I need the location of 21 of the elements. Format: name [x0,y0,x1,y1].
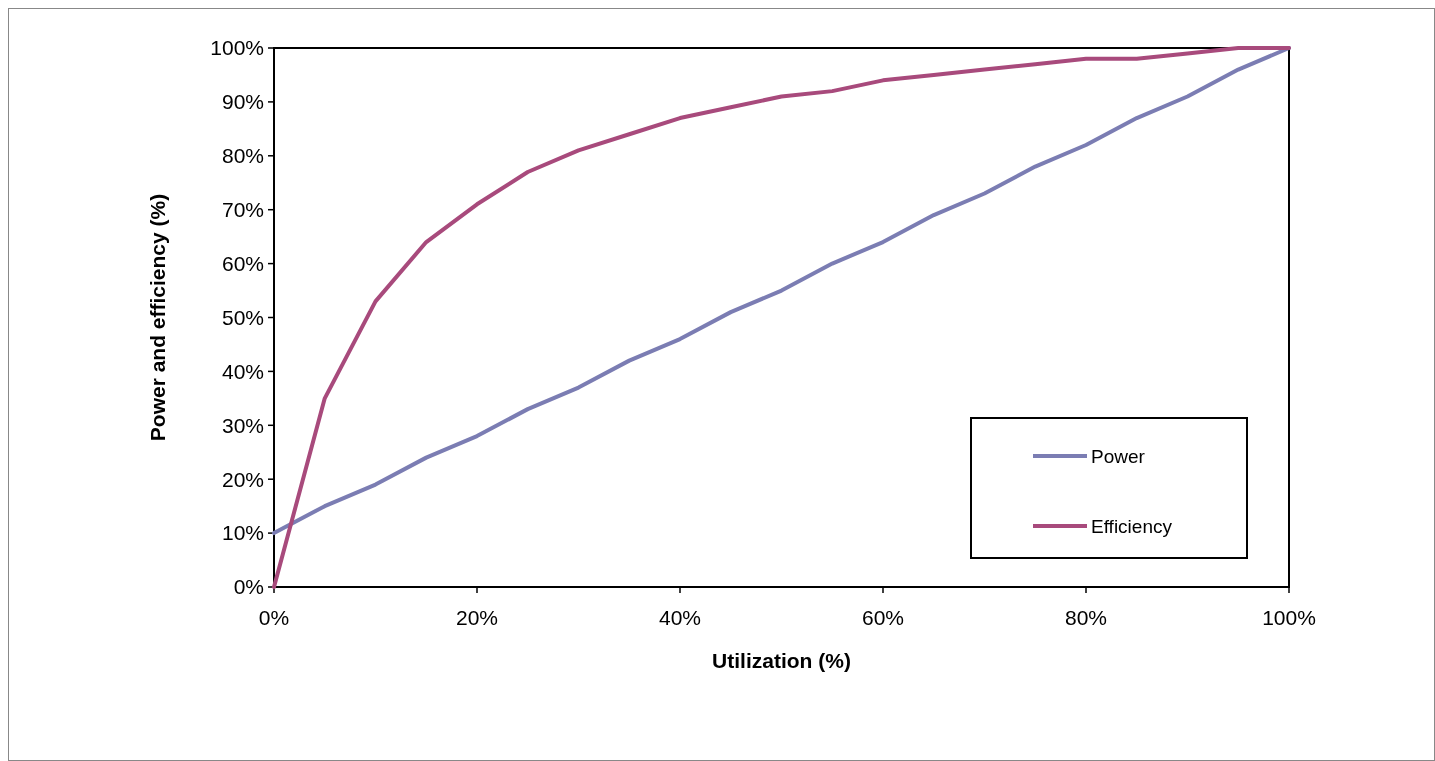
legend-label: Power [1091,445,1146,467]
x-tick-label: 0% [258,606,290,629]
y-tick-label: 30% [221,413,264,437]
y-tick-label: 90% [221,90,264,114]
y-tick-label: 0% [233,575,264,599]
x-tick-label: 40% [658,606,702,629]
y-tick-label: 10% [221,521,264,545]
y-tick-label: 40% [221,359,264,383]
x-axis-title: Utilization (%) [712,649,851,672]
y-tick-label: 100% [210,36,264,60]
x-tick-label: 100% [1262,606,1316,629]
y-tick-label: 70% [221,198,264,222]
legend-label: Efficiency [1091,515,1173,537]
y-tick-label: 80% [221,144,264,168]
x-tick-label: 80% [1064,606,1108,629]
y-axis-title: Power and efficiency (%) [146,193,169,442]
y-tick-label: 20% [221,467,264,491]
y-tick-label: 60% [221,251,264,275]
x-tick-label: 20% [455,606,499,629]
x-tick-label: 60% [861,606,905,629]
y-tick-label: 50% [221,305,264,329]
